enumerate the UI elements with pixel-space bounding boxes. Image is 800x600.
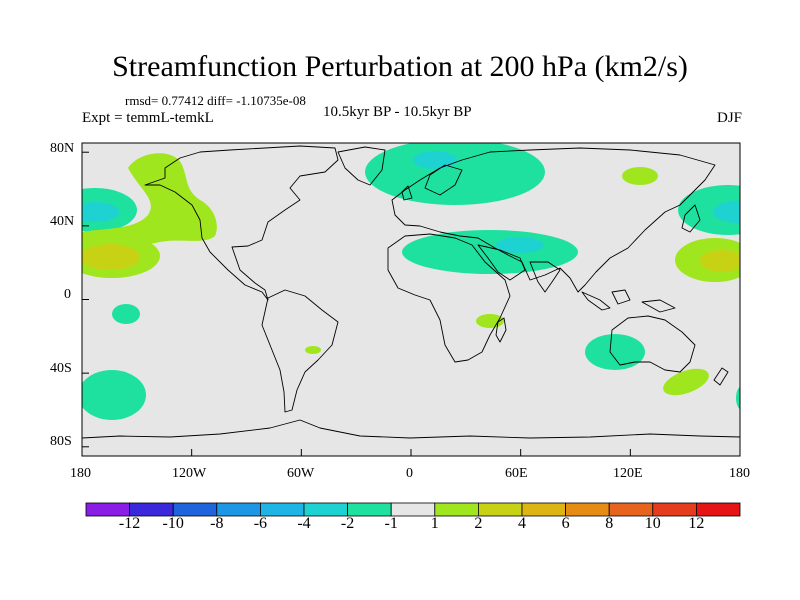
anomaly-central-asia bbox=[496, 237, 544, 253]
colorbar-label-5: -2 bbox=[340, 515, 355, 532]
coast-india bbox=[529, 261, 561, 293]
anomaly-south-pacific-west bbox=[112, 304, 140, 324]
coastlines bbox=[82, 145, 740, 439]
anomaly-north-atlantic-west-core bbox=[82, 202, 119, 222]
coast-uk bbox=[401, 185, 413, 201]
coast-new-guinea bbox=[641, 299, 676, 313]
lat-label-40n: 40N bbox=[50, 214, 75, 229]
coast-australia bbox=[609, 315, 696, 373]
axis-ticks bbox=[81, 151, 741, 456]
colorbar-label-3: -6 bbox=[253, 515, 268, 532]
colorbar-label-13: 12 bbox=[688, 515, 705, 532]
colorbar-label-6: -1 bbox=[384, 515, 398, 532]
lon-label-120w: 120W bbox=[172, 466, 207, 481]
coast-arabia bbox=[477, 244, 526, 281]
lon-label-60w: 60W bbox=[287, 466, 315, 481]
period-label: 10.5kyr BP - 10.5kyr BP bbox=[323, 104, 472, 120]
coast-antarctica bbox=[82, 419, 740, 439]
lon-label-120e: 120E bbox=[613, 466, 643, 481]
lon-label-180e: 180 bbox=[729, 466, 750, 481]
colorbar-label-10: 6 bbox=[561, 515, 570, 532]
map-title: Streamfunction Perturbation at 200 hPa (… bbox=[112, 50, 688, 83]
anomaly-east-africa bbox=[476, 314, 504, 328]
anomaly-scandinavia-core bbox=[413, 151, 457, 169]
colorbar-label-8: 2 bbox=[474, 515, 483, 532]
colorbar-label-2: -8 bbox=[210, 515, 224, 532]
anomaly-north-pacific-east-core bbox=[713, 201, 740, 223]
coast-sumatra bbox=[581, 291, 611, 311]
season-label: DJF bbox=[716, 110, 742, 126]
anomaly-layer bbox=[82, 143, 740, 420]
anomaly-north-pacific-gyre-core bbox=[82, 244, 140, 270]
lon-label-60e: 60E bbox=[505, 466, 528, 481]
lat-label-40s: 40S bbox=[50, 361, 72, 376]
anomaly-south-of-australia bbox=[663, 368, 709, 396]
anomaly-north-pacific-east bbox=[678, 185, 740, 235]
colorbar-swatch-14 bbox=[696, 502, 741, 517]
anomaly-southern-indian-ocean bbox=[585, 334, 645, 370]
coast-africa bbox=[387, 233, 511, 363]
colorbar-label-9: 4 bbox=[518, 515, 526, 532]
colorbar-label-0: -12 bbox=[118, 515, 141, 532]
colorbar-label-12: 10 bbox=[644, 515, 661, 532]
anomaly-south-america-east bbox=[305, 346, 321, 354]
coast-greenland bbox=[337, 146, 386, 186]
colorbar bbox=[85, 502, 741, 517]
coast-new-zealand bbox=[713, 367, 729, 386]
lon-label-180w: 180 bbox=[70, 466, 91, 481]
colorbar-label-7: 1 bbox=[430, 515, 439, 532]
coast-eurasia bbox=[391, 147, 716, 293]
colorbar-label-1: -10 bbox=[162, 515, 184, 532]
anomaly-north-africa-arabia bbox=[402, 230, 578, 274]
coast-north-america bbox=[144, 145, 339, 301]
anomaly-scandinavia bbox=[365, 143, 545, 205]
coast-scandinavia bbox=[424, 164, 463, 196]
anomaly-se-pacific-edge bbox=[736, 386, 740, 410]
colorbar-label-4: -4 bbox=[297, 515, 311, 532]
coast-borneo bbox=[611, 289, 631, 305]
coast-japan bbox=[681, 204, 701, 233]
anomaly-siberia-east bbox=[622, 167, 658, 185]
lat-label-80n: 80N bbox=[50, 141, 75, 156]
coast-madagascar bbox=[495, 317, 507, 343]
experiment-label: Expt = temmL-temkL bbox=[82, 110, 214, 126]
lat-label-0: 0 bbox=[64, 287, 71, 302]
lon-label-0: 0 bbox=[406, 466, 413, 481]
anomaly-western-pacific-core bbox=[700, 250, 740, 272]
anomaly-alaska-pacific bbox=[82, 153, 217, 246]
lat-label-80s: 80S bbox=[50, 434, 72, 449]
coast-south-america bbox=[261, 289, 339, 413]
anomaly-south-pacific-southwest bbox=[82, 370, 146, 420]
rmsd-diff-text: rmsd= 0.77412 diff= -1.10735e-08 bbox=[125, 93, 306, 108]
colorbar-label-11: 8 bbox=[605, 515, 614, 532]
